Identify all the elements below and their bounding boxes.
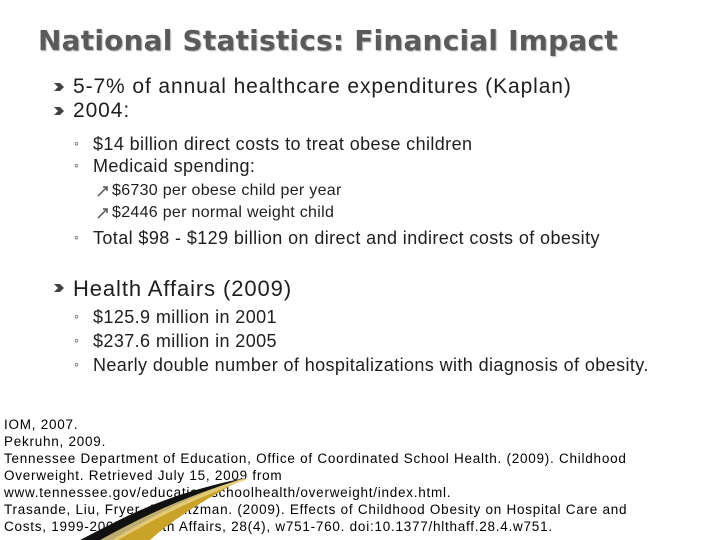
bullet-text: 5-7% of annual healthcare expenditures (…: [73, 75, 572, 98]
sub-bullet-marker: ◦: [74, 332, 79, 348]
sub-sub-bullet-text: $2446 per normal weight child: [112, 204, 335, 221]
bullet-icon: [54, 107, 64, 115]
reference: Pekruhn, 2009.: [4, 434, 107, 449]
reference: IOM, 2007.: [4, 417, 79, 432]
bullet-markers: [54, 83, 64, 292]
sub-sub-bullet-text: $6730 per obese child per year: [112, 182, 342, 199]
sub-bullet-text: $125.9 million in 2001: [93, 307, 277, 327]
sub-bullet-marker: ◦: [74, 308, 79, 324]
bullet-icon: [54, 83, 64, 91]
decoration: [80, 478, 246, 540]
arrow-icon: [97, 186, 108, 197]
sub-bullet-marker: ◦: [74, 229, 79, 245]
bullet-text: 2004:: [73, 99, 131, 122]
slide-title: National Statistics: Financial Impact: [38, 24, 618, 57]
bullet-icon: [54, 284, 64, 292]
sub-bullet-marker: ◦: [74, 356, 79, 372]
sub-bullet-text: Nearly double number of hospitalizations…: [93, 355, 649, 375]
swoosh-light: [100, 478, 246, 540]
sub-bullet-text: Medicaid spending:: [93, 156, 256, 176]
arrow-icon: [97, 208, 108, 219]
sub-bullet-text: $237.6 million in 2005: [93, 331, 277, 351]
bullet-text: Health Affairs (2009): [73, 276, 293, 301]
reference: Tennessee Department of Education, Offic…: [4, 451, 627, 500]
sub-bullet-text: $14 billion direct costs to treat obese …: [93, 134, 473, 154]
sub-bullet-marker: ◦: [74, 157, 79, 173]
sub-bullet-marker: ◦: [74, 135, 79, 151]
sub-bullet-text: Total $98 - $129 billion on direct and i…: [93, 228, 600, 248]
sub-sub-markers: [97, 186, 108, 219]
